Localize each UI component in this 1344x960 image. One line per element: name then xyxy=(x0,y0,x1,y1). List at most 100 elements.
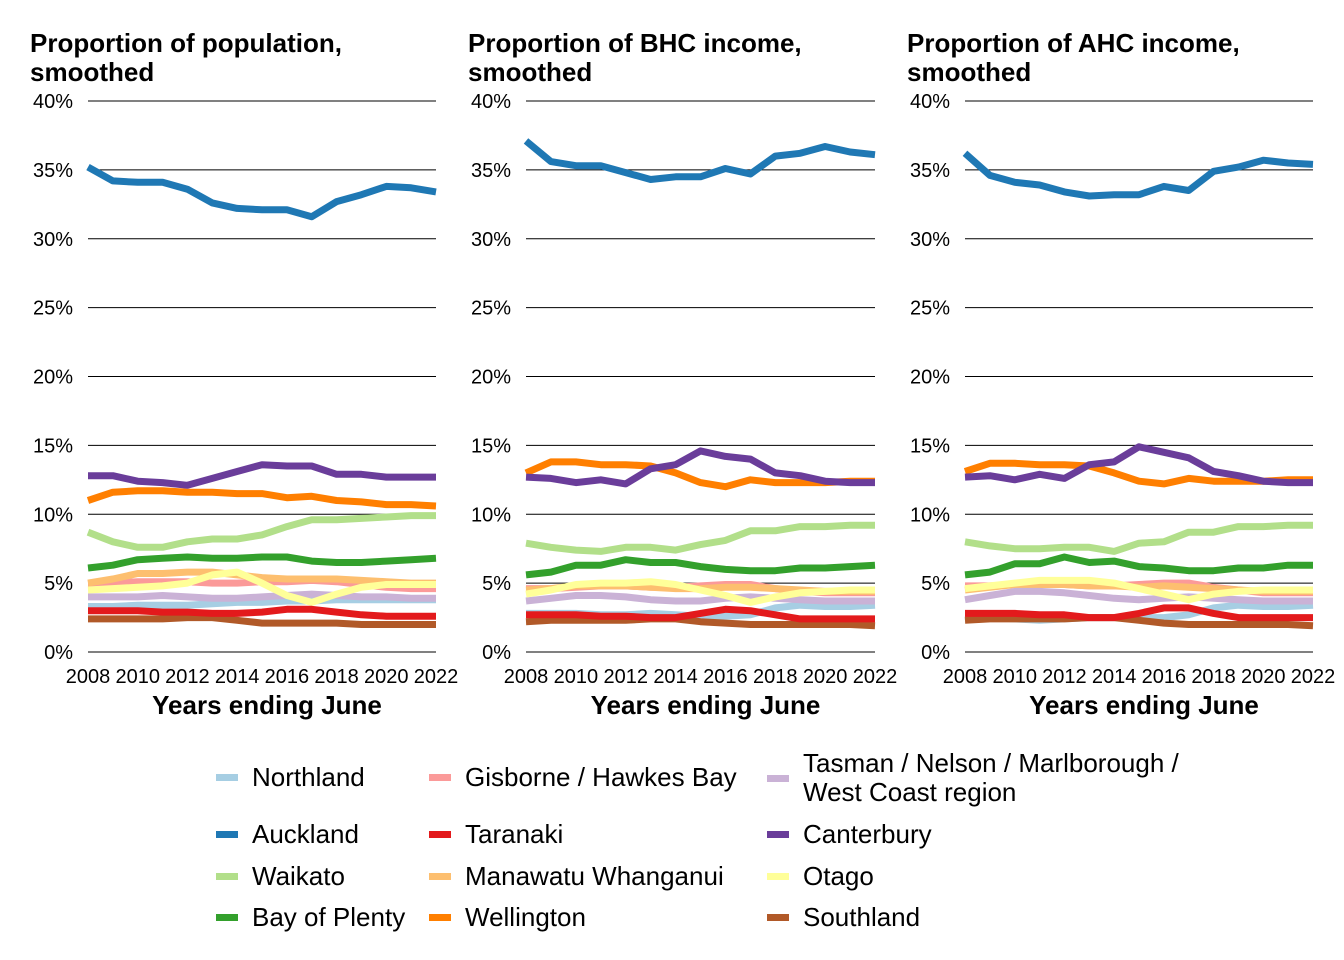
legend-swatch-gisborne-hawkes-bay xyxy=(429,774,451,781)
x-tick-label: 2008 xyxy=(66,666,111,688)
legend-label-northland: Northland xyxy=(252,762,365,792)
y-tick-label: 40% xyxy=(910,91,950,113)
y-tick-label: 5% xyxy=(482,573,511,595)
series-line-bay-of-plenty xyxy=(87,553,437,572)
y-tick-label: 20% xyxy=(33,367,73,389)
legend-item-waikato: Waikato xyxy=(216,862,345,891)
legend-item-southland: Southland xyxy=(767,903,920,932)
y-tick-label: 5% xyxy=(44,573,73,595)
y-tick-label: 30% xyxy=(33,229,73,251)
legend-item-wellington: Wellington xyxy=(429,903,586,932)
y-tick-label: 25% xyxy=(471,298,511,320)
y-tick-label: 10% xyxy=(33,504,73,526)
legend-label-manawatu-whanganui: Manawatu Whanganui xyxy=(465,861,724,891)
y-tick-label: 40% xyxy=(471,91,511,113)
y-tick-label: 15% xyxy=(471,435,511,457)
series-line-otago xyxy=(964,576,1313,604)
series-line-wellington xyxy=(86,487,437,510)
legend-swatch-auckland xyxy=(216,831,238,838)
chart-panel-1: Proportion of population, smoothed 0% 5% 10%… xyxy=(30,28,458,720)
series-line-canterbury xyxy=(525,447,875,488)
x-tick-label: 2022 xyxy=(414,666,459,688)
series-line-tasman-nelson-marlborough-west-coast-region xyxy=(964,587,1313,605)
y-tick-label: 35% xyxy=(910,160,950,182)
series-line-bay-of-plenty xyxy=(525,556,876,579)
legend-swatch-tasman-nelson-marlborough-west-coast xyxy=(767,774,789,782)
x-tick-label: 2012 xyxy=(1042,666,1087,688)
y-tick-label: 15% xyxy=(33,435,73,457)
series-line-bay-of-plenty xyxy=(964,553,1313,579)
legend-item-gisborne-hawkes-bay: Gisborne / Hawkes Bay xyxy=(429,763,737,792)
series-line-waikato xyxy=(525,521,875,555)
legend-label-southland: Southland xyxy=(803,902,921,932)
x-tick-label: 2016 xyxy=(703,666,748,688)
x-tick-label: 2016 xyxy=(1142,666,1187,688)
y-tick-label: 20% xyxy=(910,367,950,389)
legend-item-bay-of-plenty: Bay of Plenty xyxy=(216,903,405,932)
x-tick-label: 2008 xyxy=(943,666,988,688)
series-line-otago xyxy=(87,568,436,606)
legend-item-canterbury: Canterbury xyxy=(767,820,932,849)
series-line-southland xyxy=(88,614,436,628)
x-tick-label: 2016 xyxy=(265,666,310,688)
legend-item-manawatu-whanganui: Manawatu Whanganui xyxy=(429,862,724,891)
x-tick-label: 2014 xyxy=(1092,666,1137,688)
legend-swatch-manawatu-whanganui xyxy=(429,873,451,880)
series-line-canterbury xyxy=(88,461,436,489)
chart-title: Proportion of AHC income, smoothed xyxy=(907,28,1240,87)
series-line-taranaki xyxy=(965,604,1313,622)
legend-item-otago: Otago xyxy=(767,862,874,891)
legend-label-otago: Otago xyxy=(803,861,874,891)
x-tick-label: 2008 xyxy=(504,666,549,688)
y-tick-label: 10% xyxy=(471,504,511,526)
legend-swatch-southland xyxy=(767,914,789,921)
legend-label-gisborne-hawkes-bay: Gisborne / Hawkes Bay xyxy=(465,762,737,792)
series-line-manawatu-whanganui xyxy=(87,568,436,587)
y-tick-label: 35% xyxy=(471,160,511,182)
legend-swatch-northland xyxy=(216,774,238,781)
x-axis-title: Years ending June xyxy=(591,690,821,720)
x-tick-label: 2018 xyxy=(753,666,798,688)
legend-item-auckland: Auckland xyxy=(216,820,359,849)
legend-swatch-canterbury xyxy=(767,831,789,838)
series-line-auckland xyxy=(86,164,437,221)
series-line-otago xyxy=(525,578,875,606)
y-tick-label: 20% xyxy=(471,367,511,389)
legend-item-tasman-nelson-marlborough-west-coast: Tasman / Nelson / Marlborough / West Coa… xyxy=(767,749,1179,807)
legend-label-tasman-nelson-marlborough-west-coast: Tasman / Nelson / Marlborough / West Coa… xyxy=(803,748,1179,807)
legend-label-wellington: Wellington xyxy=(465,902,586,932)
x-tick-label: 2014 xyxy=(215,666,260,688)
x-tick-label: 2022 xyxy=(1291,666,1336,688)
y-tick-label: 25% xyxy=(33,298,73,320)
y-tick-label: 5% xyxy=(921,573,950,595)
legend-label-taranaki: Taranaki xyxy=(465,819,564,849)
y-tick-label: 30% xyxy=(910,229,950,251)
x-tick-label: 2010 xyxy=(115,666,160,688)
x-tick-label: 2010 xyxy=(554,666,599,688)
legend-label-auckland: Auckland xyxy=(252,819,359,849)
y-tick-label: 0% xyxy=(44,642,73,664)
series-line-waikato xyxy=(86,512,436,551)
y-tick-label: 10% xyxy=(910,504,950,526)
legend-label-canterbury: Canterbury xyxy=(803,819,932,849)
x-axis-title: Years ending June xyxy=(152,690,382,720)
series-line-tasman-nelson-marlborough-west-coast-region xyxy=(525,592,875,605)
x-tick-label: 2020 xyxy=(364,666,409,688)
y-tick-label: 25% xyxy=(910,298,950,320)
series-line-waikato xyxy=(964,521,1313,555)
x-tick-label: 2022 xyxy=(853,666,898,688)
x-tick-label: 2020 xyxy=(803,666,848,688)
chart-title: Proportion of BHC income, smoothed xyxy=(468,28,802,87)
x-axis-title: Years ending June xyxy=(1029,690,1259,720)
legend-label-waikato: Waikato xyxy=(252,861,345,891)
chart-title: Proportion of population, smoothed xyxy=(30,28,342,87)
series-line-auckland xyxy=(962,150,1314,200)
y-tick-label: 15% xyxy=(910,435,950,457)
y-tick-label: 30% xyxy=(471,229,511,251)
y-tick-label: 0% xyxy=(482,642,511,664)
x-tick-label: 2014 xyxy=(653,666,698,688)
legend-swatch-wellington xyxy=(429,914,451,921)
legend-swatch-otago xyxy=(767,873,789,880)
series-line-tasman-nelson-marlborough-west-coast-region xyxy=(88,590,436,602)
legend-swatch-waikato xyxy=(216,873,238,880)
